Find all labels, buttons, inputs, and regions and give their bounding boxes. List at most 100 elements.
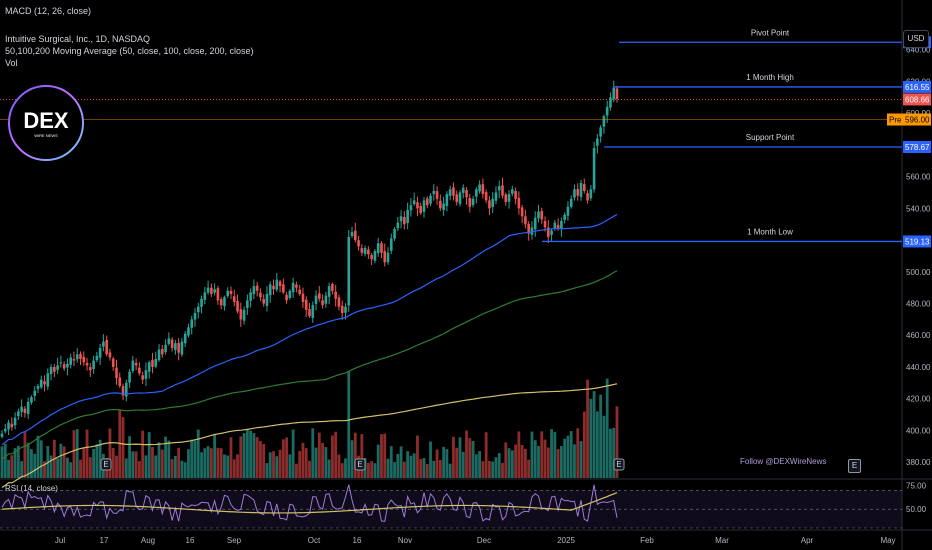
volume-bar xyxy=(75,429,79,478)
level-name: 1 Month High xyxy=(746,73,794,82)
candle-body xyxy=(501,185,504,196)
candle-body xyxy=(180,341,184,355)
volume-bar xyxy=(445,449,449,478)
volume-bar xyxy=(193,440,197,478)
volume-bar xyxy=(592,391,596,478)
ma-legend[interactable]: 50,100,200 Moving Average (50, close, 10… xyxy=(5,46,254,56)
candle-body xyxy=(393,228,396,239)
candle-body xyxy=(105,339,108,355)
candle-body xyxy=(468,197,472,207)
macd-legend[interactable]: MACD (12, 26, close) xyxy=(5,6,92,16)
x-tick-label: 16 xyxy=(353,536,362,545)
candle-body xyxy=(556,224,560,229)
earnings-badge[interactable]: E xyxy=(848,459,861,473)
volume-bar xyxy=(304,448,308,478)
candle-body xyxy=(121,386,125,396)
candle-body xyxy=(533,217,537,230)
candle-body xyxy=(278,281,282,287)
volume-bar xyxy=(147,432,151,478)
volume-bar xyxy=(556,449,560,478)
volume-bar xyxy=(474,454,478,478)
candle-body xyxy=(540,210,544,220)
volume-bar xyxy=(3,443,7,478)
logo-subtext: WIRE NEWS xyxy=(34,133,58,138)
volume-bar xyxy=(501,462,504,478)
candle-body xyxy=(416,202,419,209)
volume-bar xyxy=(317,432,321,478)
volume-bar xyxy=(10,455,14,478)
y-tick-label: 400.00 xyxy=(906,426,931,435)
last-price-value: 608.66 xyxy=(905,95,930,104)
candle-body xyxy=(321,300,324,306)
candle-body xyxy=(118,377,122,386)
candle-body xyxy=(219,299,223,306)
candle-body xyxy=(151,359,154,367)
volume-bar xyxy=(92,448,95,478)
volume-bar xyxy=(59,443,63,478)
volume-bar xyxy=(66,457,69,478)
candle-body xyxy=(550,230,553,235)
volume-legend[interactable]: Vol xyxy=(5,58,18,68)
candle-body xyxy=(605,106,609,116)
volume-bar xyxy=(177,447,181,478)
volume-bar xyxy=(180,460,184,478)
volume-bar xyxy=(599,394,603,478)
candle-body xyxy=(177,343,180,353)
candle-body xyxy=(249,292,252,301)
candle-body xyxy=(232,296,236,302)
candle-body xyxy=(295,284,298,288)
premarket-value: 596.00 xyxy=(905,116,930,125)
volume-bar xyxy=(488,461,491,478)
candle-body xyxy=(13,417,17,426)
candle-body xyxy=(196,306,200,313)
volume-bar xyxy=(144,455,148,478)
candle-body xyxy=(409,205,413,211)
candle-body xyxy=(497,186,501,191)
candle-body xyxy=(373,251,377,261)
candle-body xyxy=(308,309,311,317)
candle-body xyxy=(507,194,511,202)
volume-bar xyxy=(465,430,468,478)
volume-bar xyxy=(497,453,501,478)
volume-bar xyxy=(419,459,423,478)
volume-bar xyxy=(546,447,550,478)
candle-body xyxy=(59,362,63,364)
volume-bar xyxy=(370,461,374,478)
volume-bar xyxy=(344,458,347,478)
volume-bar xyxy=(131,451,135,478)
volume-bar xyxy=(458,437,462,478)
candle-body xyxy=(26,401,30,415)
volume-bar xyxy=(157,442,161,478)
symbol-legend[interactable]: Intuitive Surgical, Inc., 1D, NASDAQ xyxy=(5,34,151,44)
volume-bar xyxy=(209,448,213,478)
candle-body xyxy=(592,148,596,190)
level-name: Support Point xyxy=(746,133,795,142)
x-tick-label: Sep xyxy=(227,536,242,545)
candle-body xyxy=(357,240,360,247)
candle-body xyxy=(160,348,164,355)
candle-body xyxy=(193,313,197,320)
candle-body xyxy=(49,366,53,375)
volume-bar xyxy=(79,459,82,478)
candle-body xyxy=(141,375,144,380)
x-tick-label: Apr xyxy=(801,536,814,545)
volume-bar xyxy=(366,462,370,478)
candle-body xyxy=(569,198,573,207)
candle-body xyxy=(403,216,406,225)
currency-button[interactable]: USD xyxy=(903,30,929,48)
volume-bar xyxy=(412,453,416,478)
candle-body xyxy=(115,367,118,379)
candle-body xyxy=(265,294,269,306)
volume-bar xyxy=(164,436,167,478)
volume-bar xyxy=(559,446,563,478)
volume-bar xyxy=(540,431,544,478)
candle-body xyxy=(363,248,367,254)
volume-bar xyxy=(259,440,262,478)
volume-bar xyxy=(442,446,446,478)
candle-body xyxy=(268,284,272,296)
candle-body xyxy=(517,197,521,209)
rsi-legend[interactable]: RSI (14, close) xyxy=(5,484,58,493)
level-name: Pivot Point xyxy=(751,28,790,37)
